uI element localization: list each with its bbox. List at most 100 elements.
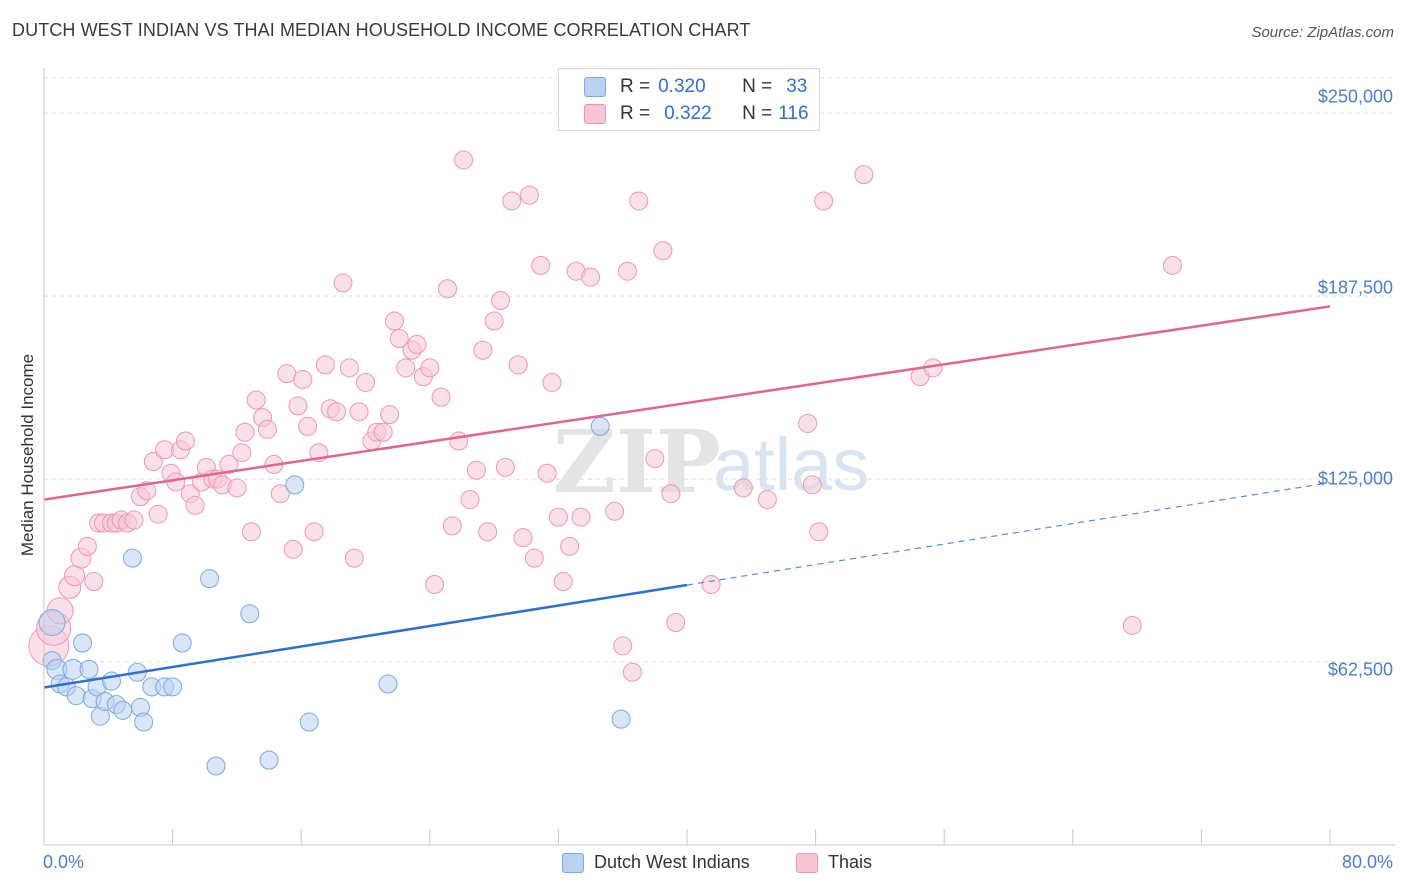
pink-swatch [796, 852, 818, 873]
blue-swatch [584, 77, 606, 97]
data-point [124, 510, 144, 530]
data-point [389, 329, 409, 349]
data-point [442, 516, 462, 536]
data-point [257, 419, 277, 439]
data-point [155, 440, 175, 460]
data-point [431, 387, 451, 407]
data-point [339, 358, 359, 378]
data-point [246, 390, 266, 410]
data-point [460, 490, 480, 510]
legend-label: Thais [828, 852, 873, 872]
data-point [113, 700, 133, 720]
axes [43, 68, 1395, 846]
data-point [299, 712, 319, 732]
data-point [425, 574, 445, 594]
stats-legend: R = 0.320 N = 33 R = 0.322 N = 116 [558, 68, 820, 131]
data-point [613, 636, 633, 656]
data-point [473, 340, 493, 360]
stats-row-pink: R = 0.322 N = 116 [584, 102, 809, 126]
data-point [172, 633, 192, 653]
data-point [407, 334, 427, 354]
source-label: Source: ZipAtlas.com [1251, 24, 1394, 41]
n-value: 33 [786, 76, 808, 97]
x-tick-label-max: 80.0% [1341, 852, 1393, 872]
data-point [548, 507, 568, 527]
thais-trend-line [43, 305, 1331, 501]
data-point [137, 481, 157, 501]
data-point [259, 750, 279, 770]
data-point [384, 311, 404, 331]
data-point [38, 609, 66, 637]
data-point [502, 191, 522, 211]
data-point [66, 686, 86, 706]
data-point [298, 416, 318, 436]
data-point [798, 413, 818, 433]
n-label: N = [742, 76, 773, 97]
data-point [519, 185, 539, 205]
dutch-west-indians-points [38, 416, 631, 776]
data-point [666, 613, 686, 633]
data-point [537, 463, 557, 483]
data-point [148, 504, 168, 524]
data-point [508, 355, 528, 375]
data-point [560, 536, 580, 556]
data-point [733, 478, 753, 498]
data-point [571, 507, 591, 527]
data-point [166, 472, 186, 492]
data-point [854, 165, 874, 185]
data-point [344, 548, 364, 568]
data-point [524, 548, 544, 568]
r-label: R = [620, 76, 651, 97]
data-point [288, 396, 308, 416]
data-point [293, 370, 313, 390]
blue-swatch [562, 852, 584, 873]
data-point [232, 443, 252, 463]
data-point [380, 405, 400, 425]
data-point [270, 484, 290, 504]
data-point [349, 402, 369, 422]
data-point [513, 528, 533, 548]
data-point [84, 572, 104, 592]
data-point [605, 501, 625, 521]
legend-item-dutch-west-indians: Dutch West Indians [562, 852, 750, 873]
watermark-zip: ZIP [553, 412, 721, 513]
n-label: N = [742, 103, 773, 124]
data-point [454, 150, 474, 170]
data-point [757, 490, 777, 510]
data-point [396, 358, 416, 378]
data-point [531, 255, 551, 275]
data-point [219, 454, 239, 474]
r-value: 0.322 [664, 103, 712, 124]
data-point [809, 522, 829, 542]
data-point [235, 422, 255, 442]
data-point [134, 712, 154, 732]
data-point [175, 431, 195, 451]
x-tick-label-min: 0.0% [43, 852, 85, 872]
data-point [73, 633, 93, 653]
pink-swatch [584, 104, 606, 124]
data-point [315, 355, 335, 375]
data-point [327, 402, 347, 422]
data-point [645, 449, 665, 469]
chart-title: DUTCH WEST INDIAN VS THAI MEDIAN HOUSEHO… [12, 20, 751, 40]
data-point [356, 372, 375, 392]
data-point [373, 422, 393, 442]
data-point [542, 372, 562, 392]
data-point [466, 460, 486, 480]
data-point [227, 478, 247, 498]
data-point [77, 536, 97, 556]
data-point [241, 522, 261, 542]
data-point [449, 431, 469, 451]
stats-row-blue: R = 0.320 N = 33 [584, 75, 807, 99]
data-point [79, 659, 99, 679]
gridlines [44, 77, 1395, 663]
data-point [1162, 255, 1182, 275]
r-value: 0.320 [658, 76, 706, 97]
data-point [611, 709, 631, 729]
dutch-trend-line [43, 583, 688, 689]
data-point [285, 475, 305, 495]
dutch-trend-extension [686, 481, 1331, 586]
data-point [185, 495, 205, 515]
